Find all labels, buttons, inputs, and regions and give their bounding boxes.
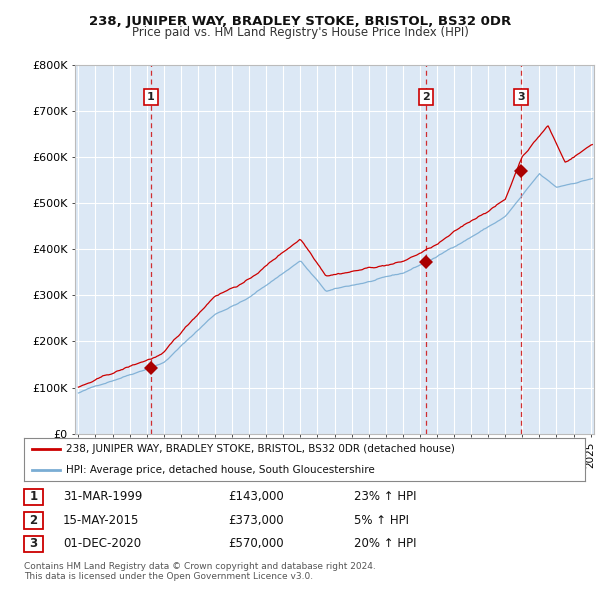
- Text: 5% ↑ HPI: 5% ↑ HPI: [354, 514, 409, 527]
- Text: 3: 3: [517, 92, 525, 102]
- Text: 238, JUNIPER WAY, BRADLEY STOKE, BRISTOL, BS32 0DR (detached house): 238, JUNIPER WAY, BRADLEY STOKE, BRISTOL…: [66, 444, 455, 454]
- Text: £570,000: £570,000: [228, 537, 284, 550]
- Text: £373,000: £373,000: [228, 514, 284, 527]
- Text: 23% ↑ HPI: 23% ↑ HPI: [354, 490, 416, 503]
- Text: 31-MAR-1999: 31-MAR-1999: [63, 490, 142, 503]
- Text: £143,000: £143,000: [228, 490, 284, 503]
- Text: 1: 1: [147, 92, 155, 102]
- Text: 3: 3: [29, 537, 38, 550]
- Text: HPI: Average price, detached house, South Gloucestershire: HPI: Average price, detached house, Sout…: [66, 466, 375, 475]
- Text: This data is licensed under the Open Government Licence v3.0.: This data is licensed under the Open Gov…: [24, 572, 313, 581]
- Text: 15-MAY-2015: 15-MAY-2015: [63, 514, 139, 527]
- Text: 2: 2: [29, 514, 38, 527]
- Text: 20% ↑ HPI: 20% ↑ HPI: [354, 537, 416, 550]
- Text: 01-DEC-2020: 01-DEC-2020: [63, 537, 141, 550]
- Text: Contains HM Land Registry data © Crown copyright and database right 2024.: Contains HM Land Registry data © Crown c…: [24, 562, 376, 571]
- Text: 2: 2: [422, 92, 430, 102]
- Text: Price paid vs. HM Land Registry's House Price Index (HPI): Price paid vs. HM Land Registry's House …: [131, 26, 469, 39]
- Text: 238, JUNIPER WAY, BRADLEY STOKE, BRISTOL, BS32 0DR: 238, JUNIPER WAY, BRADLEY STOKE, BRISTOL…: [89, 15, 511, 28]
- Text: 1: 1: [29, 490, 38, 503]
